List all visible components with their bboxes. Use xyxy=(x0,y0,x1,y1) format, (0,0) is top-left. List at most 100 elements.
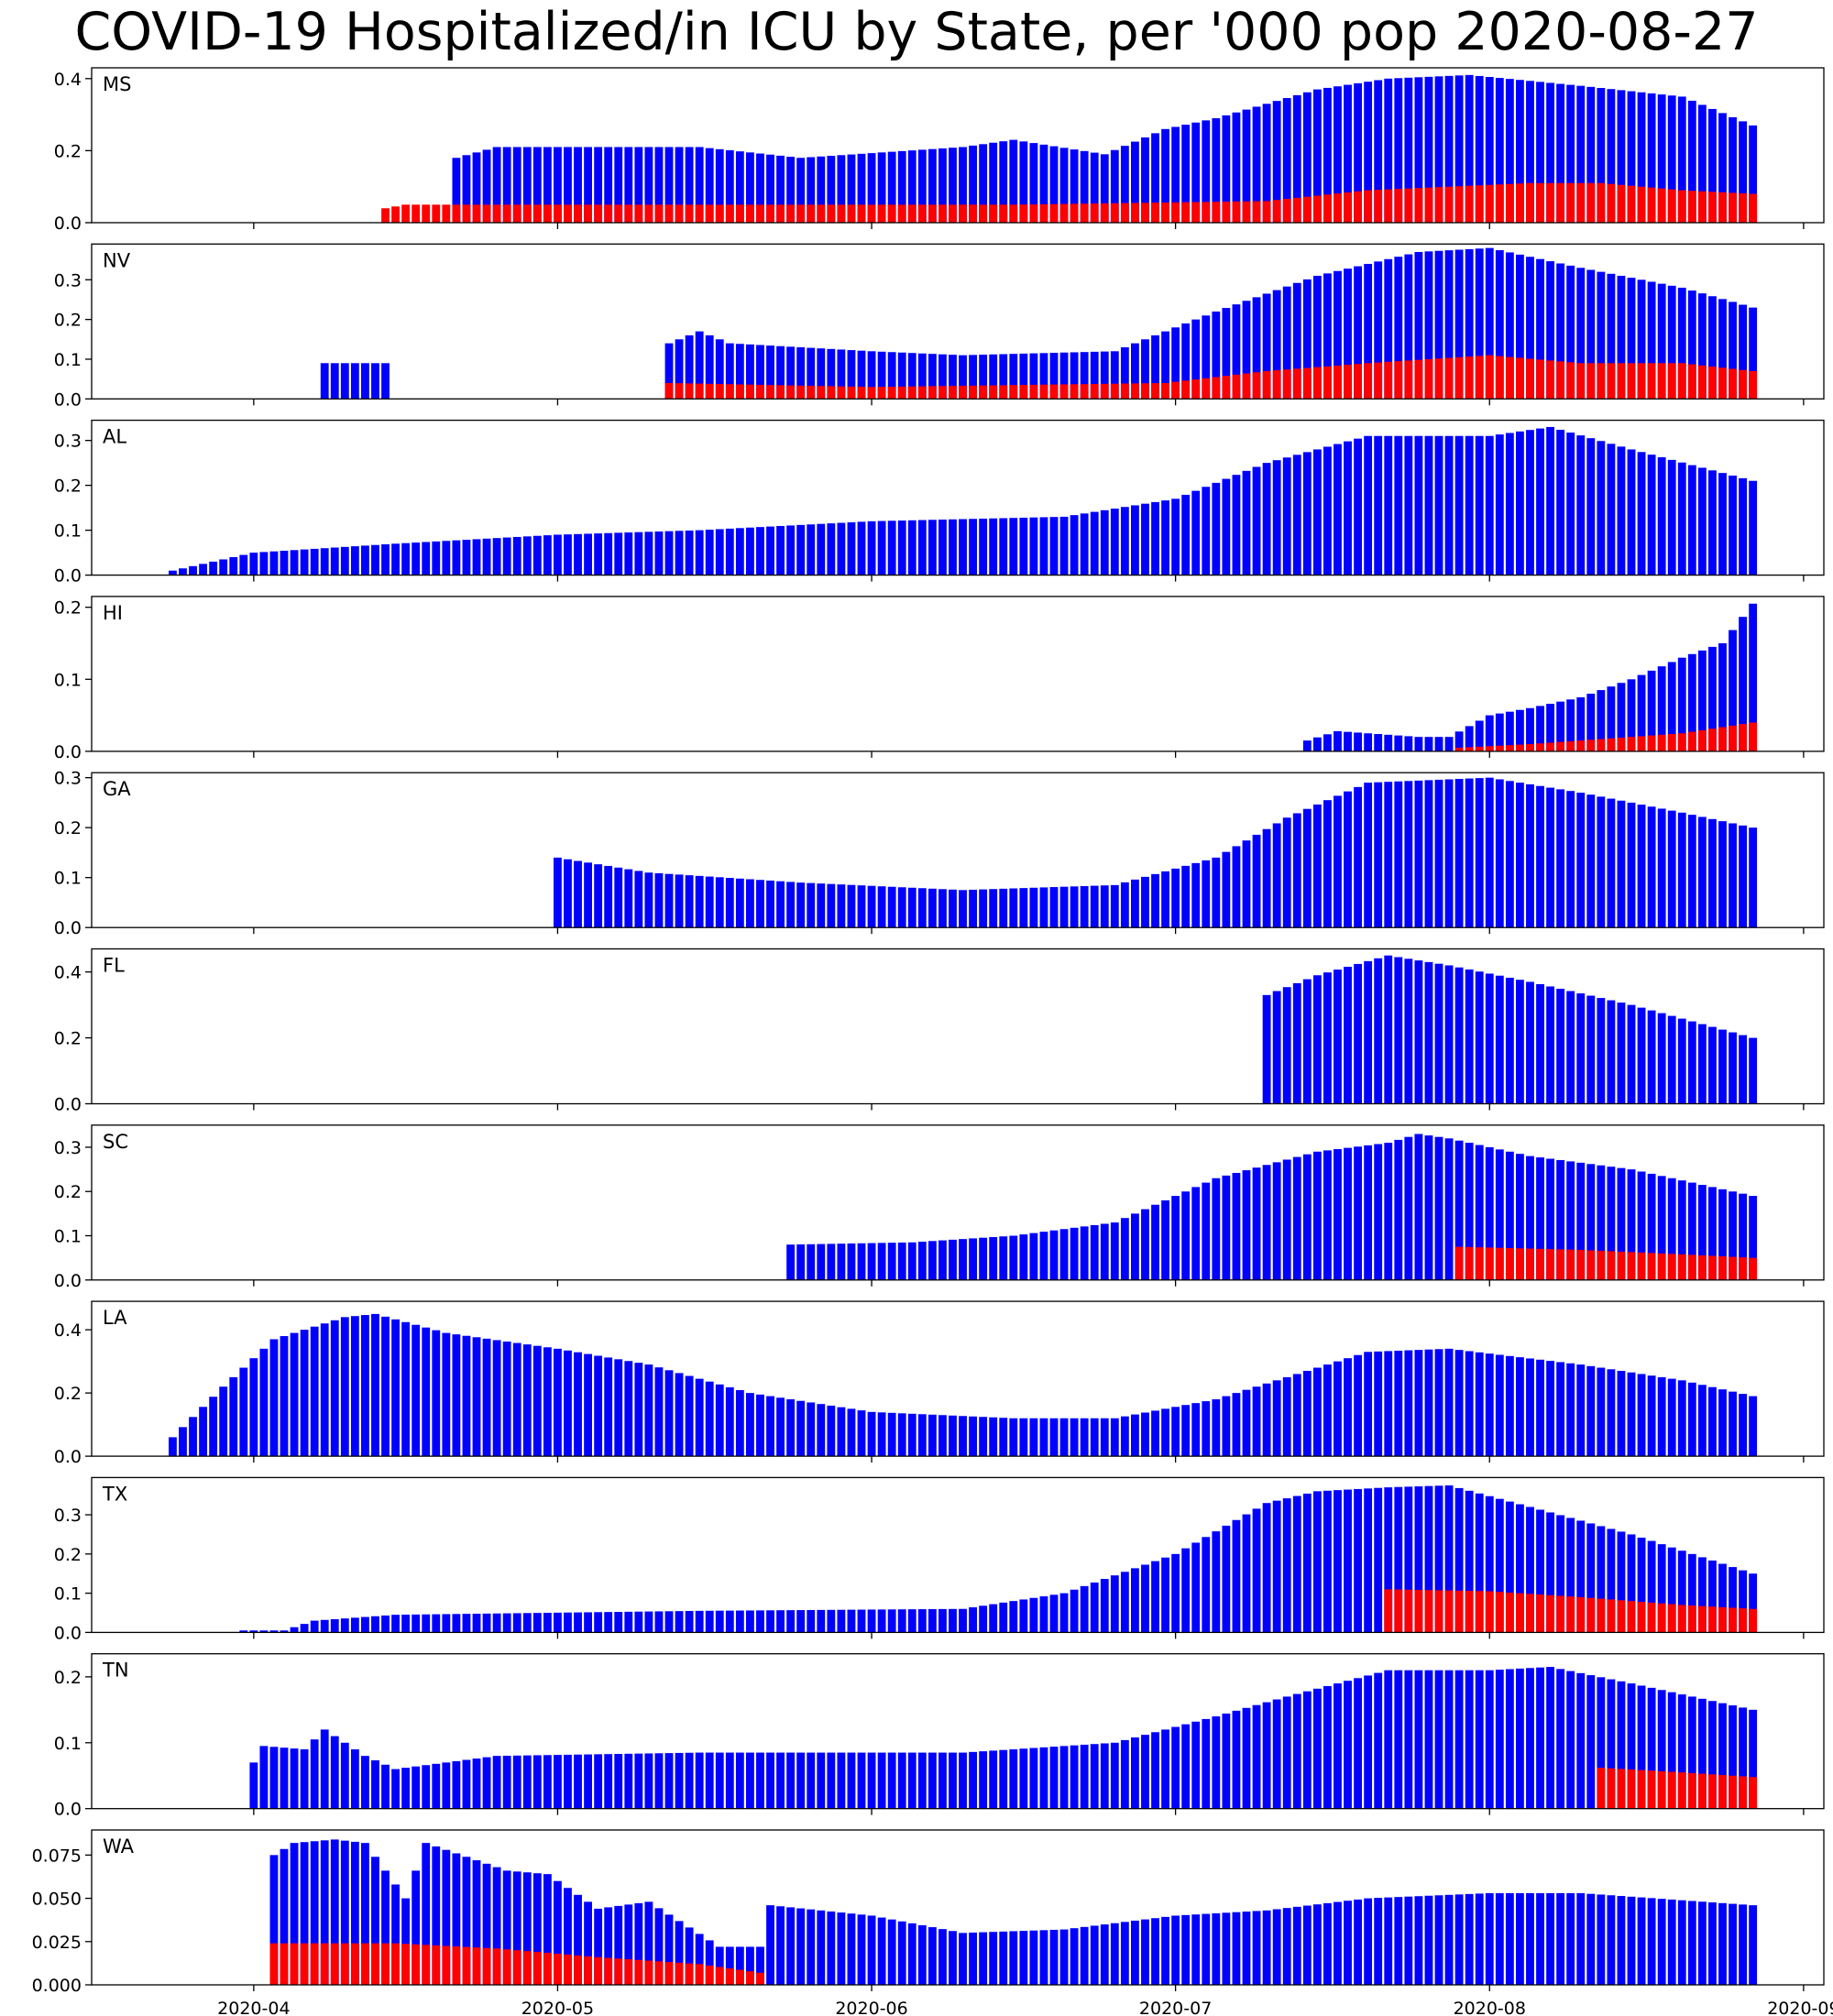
wa-hospitalized-bar xyxy=(1323,1902,1332,1985)
al-hospitalized-bar xyxy=(1434,435,1443,575)
ms-hospitalized-bar xyxy=(1354,82,1362,223)
tx-icu-bar xyxy=(1465,1591,1474,1633)
la-hospitalized-bar xyxy=(1302,1370,1312,1457)
wa-hospitalized-bar xyxy=(1070,1928,1079,1985)
ms-hospitalized-bar xyxy=(482,149,491,223)
nv-hospitalized-bar xyxy=(1272,290,1281,400)
hi-icu-bar xyxy=(1495,745,1504,751)
ga-hospitalized-bar xyxy=(887,886,896,928)
state-label-sc: SC xyxy=(103,1131,128,1153)
la-hospitalized-bar xyxy=(290,1332,299,1457)
nv-hospitalized-bar xyxy=(705,334,714,400)
tx-hospitalized-bar xyxy=(300,1624,309,1633)
wa-hospitalized-bar xyxy=(532,1873,542,1985)
hi-icu-bar xyxy=(1677,733,1686,751)
tx-hospitalized-bar xyxy=(462,1614,471,1633)
nv-hospitalized-bar xyxy=(1546,261,1554,400)
la-hospitalized-bar xyxy=(1242,1389,1251,1457)
wa-hospitalized-bar xyxy=(574,1894,582,1985)
hi-icu-bar xyxy=(1708,729,1717,751)
ga-hospitalized-bar xyxy=(564,859,572,928)
al-hospitalized-bar xyxy=(979,518,988,575)
state-label-la: LA xyxy=(103,1307,127,1329)
ms-icu-bar xyxy=(1739,193,1747,223)
nv-hospitalized-bar xyxy=(1161,331,1169,400)
wa-hospitalized-bar xyxy=(1222,1912,1231,1985)
tx-hospitalized-bar xyxy=(664,1611,674,1633)
fl-hospitalized-bar xyxy=(1687,1021,1696,1104)
wa-icu-bar xyxy=(340,1943,349,1985)
hi-hospitalized-bar xyxy=(1302,740,1312,751)
wa-hospitalized-bar xyxy=(1039,1930,1048,1985)
tx-hospitalized-bar xyxy=(1039,1596,1048,1633)
nv-icu-bar xyxy=(1100,383,1109,400)
tx-hospitalized-bar xyxy=(1394,1486,1403,1633)
la-hospitalized-bar xyxy=(1637,1374,1646,1457)
sc-hospitalized-bar xyxy=(1454,1140,1464,1280)
ms-icu-bar xyxy=(584,204,592,223)
ms-hospitalized-bar xyxy=(1536,82,1544,223)
al-hospitalized-bar xyxy=(1272,460,1281,575)
tx-hospitalized-bar xyxy=(1364,1488,1373,1633)
al-hospitalized-bar xyxy=(330,547,339,575)
ms-icu-bar xyxy=(391,206,400,223)
sc-hospitalized-bar xyxy=(897,1242,906,1280)
ms-icu-bar xyxy=(1687,191,1696,223)
al-hospitalized-bar xyxy=(502,537,511,575)
al-hospitalized-bar xyxy=(867,520,876,575)
la-hospitalized-bar xyxy=(189,1417,197,1457)
al-hospitalized-bar xyxy=(1039,517,1048,575)
fl-hospitalized-bar xyxy=(1586,995,1596,1104)
wa-hospitalized-bar xyxy=(1495,1892,1504,1985)
state-label-ms: MS xyxy=(103,73,131,95)
wa-y-tick-label: 0.050 xyxy=(32,1890,82,1910)
chart-title: COVID-19 Hospitalized/in ICU by State, p… xyxy=(74,2,1759,62)
tn-hospitalized-bar xyxy=(1708,1701,1717,1809)
wa-hospitalized-bar xyxy=(300,1842,309,1985)
nv-hospitalized-bar xyxy=(1374,261,1383,400)
sc-hospitalized-bar xyxy=(1242,1170,1251,1280)
sc-hospitalized-bar xyxy=(1526,1156,1534,1280)
tn-hospitalized-bar xyxy=(1687,1696,1696,1809)
tx-hospitalized-bar xyxy=(705,1610,714,1633)
sc-hospitalized-bar xyxy=(1739,1193,1747,1280)
tn-hospitalized-bar xyxy=(1444,1670,1454,1809)
tx-icu-bar xyxy=(1485,1591,1494,1633)
wa-icu-bar xyxy=(735,1969,744,1985)
tx-hospitalized-bar xyxy=(1526,1507,1534,1633)
fl-hospitalized-bar xyxy=(1505,977,1514,1104)
ms-icu-bar xyxy=(1181,202,1191,223)
wa-hospitalized-bar xyxy=(624,1904,633,1985)
tn-icu-bar xyxy=(1697,1773,1707,1809)
sc-hospitalized-bar xyxy=(1191,1187,1201,1280)
ms-hospitalized-bar xyxy=(1232,112,1241,223)
ms-hospitalized-bar xyxy=(1627,91,1636,223)
wa-icu-bar xyxy=(350,1943,359,1985)
al-hospitalized-bar xyxy=(786,525,796,575)
wa-icu-bar xyxy=(361,1943,369,1985)
al-hospitalized-bar xyxy=(492,538,501,575)
tx-hospitalized-bar xyxy=(502,1613,511,1633)
tn-hospitalized-bar xyxy=(1718,1703,1727,1809)
la-hospitalized-bar xyxy=(391,1319,400,1457)
al-hospitalized-bar xyxy=(239,554,248,575)
nv-hospitalized-bar xyxy=(1657,283,1666,400)
nv-hospitalized-bar xyxy=(1262,293,1271,400)
wa-hospitalized-bar xyxy=(1131,1920,1139,1985)
al-hospitalized-bar xyxy=(229,557,238,575)
wa-icu-bar xyxy=(300,1943,309,1985)
tn-hospitalized-bar xyxy=(1546,1667,1554,1809)
tx-hospitalized-bar xyxy=(340,1618,349,1633)
hi-hospitalized-bar xyxy=(1505,711,1514,751)
la-hospitalized-bar xyxy=(664,1370,674,1457)
ms-hospitalized-bar xyxy=(1556,83,1565,223)
wa-hospitalized-bar xyxy=(1677,1900,1686,1985)
tx-hospitalized-bar xyxy=(442,1614,451,1633)
ga-hospitalized-bar xyxy=(1677,812,1686,928)
la-hospitalized-bar xyxy=(340,1317,349,1457)
la-hospitalized-bar xyxy=(776,1397,785,1457)
la-hospitalized-bar xyxy=(1019,1418,1028,1457)
tx-hospitalized-bar xyxy=(624,1611,633,1633)
ga-hospitalized-bar xyxy=(959,890,967,928)
ms-icu-bar xyxy=(654,204,664,223)
